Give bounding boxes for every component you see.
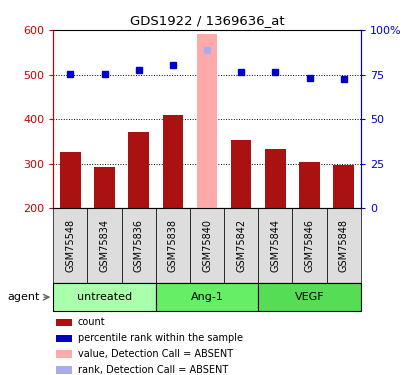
Bar xyxy=(162,115,183,208)
Bar xyxy=(121,208,155,283)
Text: GSM75842: GSM75842 xyxy=(236,219,246,272)
Bar xyxy=(128,132,148,208)
Bar xyxy=(299,162,319,208)
Text: GSM75840: GSM75840 xyxy=(202,219,211,272)
Bar xyxy=(258,283,360,311)
Bar xyxy=(94,167,115,208)
Bar xyxy=(53,208,87,283)
Text: value, Detection Call = ABSENT: value, Detection Call = ABSENT xyxy=(78,349,232,359)
Bar xyxy=(155,208,189,283)
Text: count: count xyxy=(78,317,105,327)
Text: rank, Detection Call = ABSENT: rank, Detection Call = ABSENT xyxy=(78,365,227,375)
Text: GSM75838: GSM75838 xyxy=(167,219,178,272)
Bar xyxy=(56,319,72,326)
Bar xyxy=(333,165,353,208)
Text: GSM75834: GSM75834 xyxy=(99,219,109,272)
Bar xyxy=(196,34,217,208)
Bar xyxy=(155,283,258,311)
Text: GSM75846: GSM75846 xyxy=(304,219,314,272)
Bar xyxy=(326,208,360,283)
Text: VEGF: VEGF xyxy=(294,292,324,302)
Bar xyxy=(53,283,155,311)
Bar xyxy=(292,208,326,283)
Bar xyxy=(230,141,251,208)
Bar xyxy=(87,208,121,283)
Text: untreated: untreated xyxy=(77,292,132,302)
Bar xyxy=(56,334,72,342)
Text: agent: agent xyxy=(7,292,40,302)
Bar xyxy=(265,149,285,208)
Text: GSM75848: GSM75848 xyxy=(338,219,348,272)
Text: GSM75836: GSM75836 xyxy=(133,219,144,272)
Title: GDS1922 / 1369636_at: GDS1922 / 1369636_at xyxy=(129,15,284,27)
Text: Ang-1: Ang-1 xyxy=(190,292,223,302)
Text: percentile rank within the sample: percentile rank within the sample xyxy=(78,333,242,344)
Bar xyxy=(224,208,258,283)
Bar xyxy=(258,208,292,283)
Bar xyxy=(60,153,81,208)
Bar xyxy=(56,351,72,358)
Bar xyxy=(189,208,224,283)
Text: GSM75844: GSM75844 xyxy=(270,219,280,272)
Bar xyxy=(56,366,72,374)
Text: GSM75548: GSM75548 xyxy=(65,219,75,272)
